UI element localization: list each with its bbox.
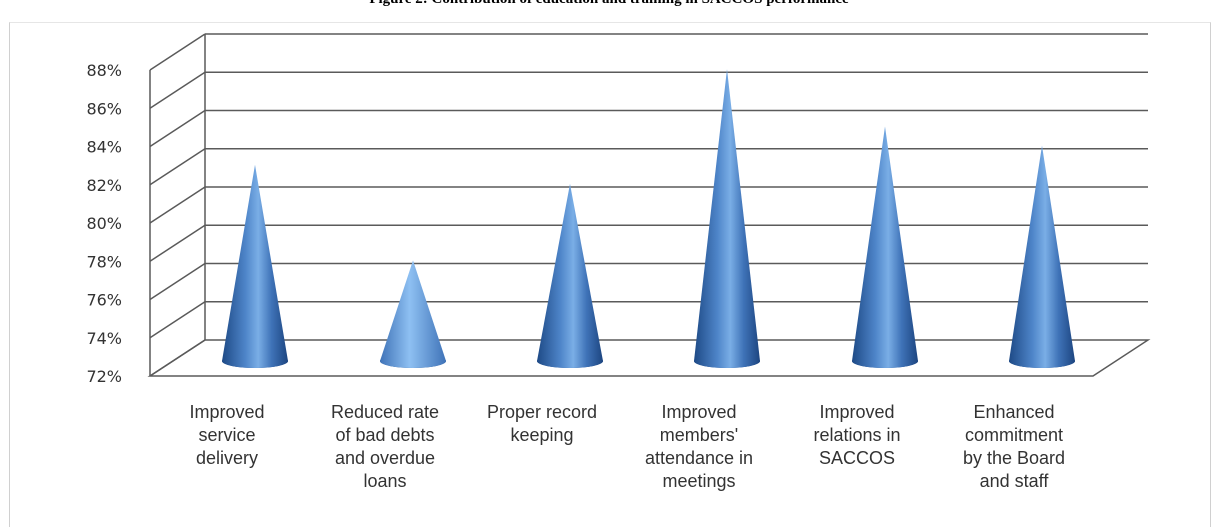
gridline-side bbox=[149, 33, 206, 71]
y-tick-label: 74% bbox=[86, 329, 122, 348]
cone-bar bbox=[537, 183, 603, 368]
gridline-side bbox=[149, 224, 206, 262]
x-axis: Improved service delivery Reduced rate of ba… bbox=[189, 402, 1065, 491]
y-tick-label: 76% bbox=[86, 291, 122, 310]
x-category-label: Enhanced commitment by the Board and staff bbox=[963, 402, 1065, 491]
x-category-label: Improved service delivery bbox=[189, 402, 264, 468]
x-category-label: Improved relations in SACCOS bbox=[813, 402, 900, 468]
chart-series bbox=[222, 69, 1075, 368]
cone-body bbox=[694, 69, 760, 368]
y-tick-label: 84% bbox=[86, 138, 122, 157]
x-category-label: Improved members' attendance in meetings bbox=[645, 402, 753, 491]
y-tick-label: 78% bbox=[86, 252, 122, 271]
gridline-side bbox=[149, 71, 206, 109]
gridline-side bbox=[149, 109, 206, 148]
cone-body bbox=[1009, 145, 1075, 368]
cone-bar bbox=[694, 69, 760, 368]
gridline-side bbox=[149, 186, 206, 224]
gridline-side bbox=[149, 262, 206, 301]
chart-floor bbox=[147, 339, 1151, 377]
y-tick-label: 82% bbox=[86, 176, 122, 195]
cone-body bbox=[852, 126, 918, 368]
y-axis: 72% 74% 76% 78% 80% 82% 84% 86% 88% bbox=[86, 61, 122, 386]
cone-body bbox=[222, 164, 288, 368]
gridline-side bbox=[149, 148, 206, 186]
cone-body bbox=[380, 260, 446, 368]
y-tick-label: 86% bbox=[86, 99, 122, 118]
chart-title: Figure 2: Contribution of education and … bbox=[0, 0, 1218, 8]
chart-grid bbox=[147, 33, 1151, 377]
cone-bar bbox=[1009, 145, 1075, 368]
y-tick-label: 72% bbox=[86, 367, 122, 386]
cone-body bbox=[537, 183, 603, 368]
y-tick-label: 88% bbox=[86, 61, 122, 80]
cone-bar bbox=[852, 126, 918, 368]
cone-bar bbox=[222, 164, 288, 368]
chart-frame bbox=[9, 22, 1211, 527]
y-tick-label: 80% bbox=[86, 214, 122, 233]
gridline-side bbox=[149, 301, 206, 339]
x-category-label: Proper record keeping bbox=[487, 402, 597, 445]
cone-bar bbox=[380, 260, 446, 368]
x-category-label: Reduced rate of bad debts and overdue loans bbox=[331, 402, 439, 491]
